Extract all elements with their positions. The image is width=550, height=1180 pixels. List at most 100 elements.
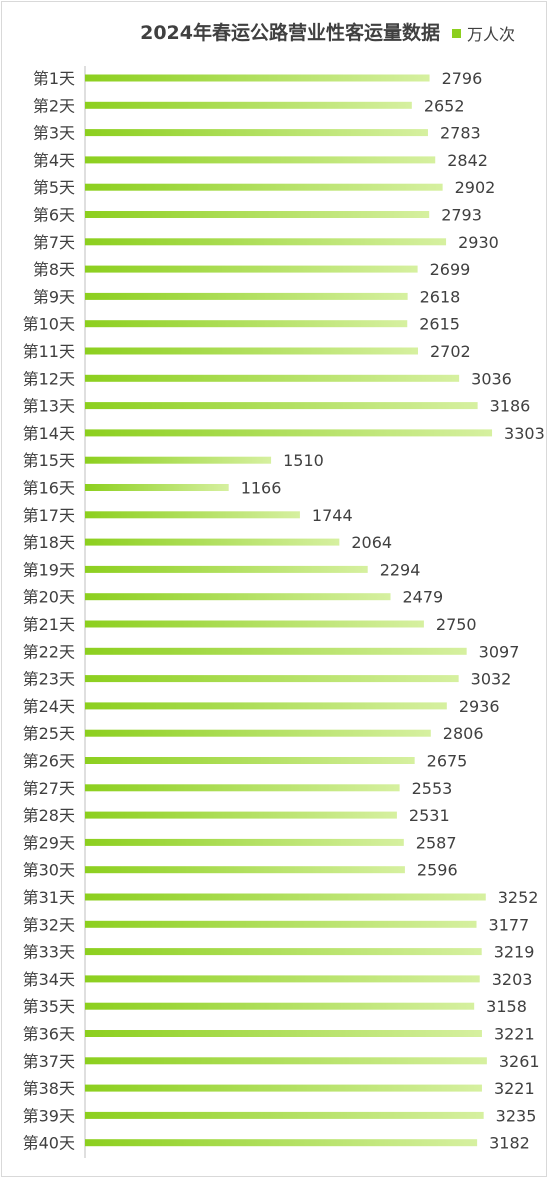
data-label: 3097 (479, 642, 520, 661)
bar (85, 866, 405, 874)
data-label: 2750 (436, 615, 477, 634)
data-label: 3219 (494, 943, 535, 962)
category-label: 第2天 (33, 96, 75, 115)
data-label: 3221 (494, 1025, 535, 1044)
category-label: 第8天 (33, 260, 75, 279)
data-label: 2783 (440, 124, 481, 143)
bar (85, 757, 415, 764)
category-label: 第40天 (23, 1134, 75, 1153)
bar (85, 1111, 484, 1119)
data-label: 2793 (441, 206, 482, 225)
data-label: 2064 (351, 533, 392, 552)
data-label: 2675 (427, 752, 468, 771)
bar (85, 238, 447, 246)
bar (85, 74, 430, 82)
category-label: 第1天 (33, 69, 75, 88)
category-label: 第11天 (23, 342, 75, 361)
category-label: 第19天 (23, 560, 75, 579)
bar (85, 156, 436, 164)
bar (85, 265, 418, 273)
bar (85, 565, 368, 573)
bar (85, 292, 408, 300)
data-label: 3036 (471, 369, 512, 388)
category-label: 第35天 (23, 997, 75, 1016)
data-label: 3252 (498, 888, 539, 907)
data-label: 3158 (486, 997, 527, 1016)
category-label: 第17天 (23, 506, 75, 525)
bar (85, 729, 431, 737)
bar (85, 975, 480, 983)
category-label: 第30天 (23, 861, 75, 880)
category-label: 第38天 (23, 1079, 75, 1098)
data-label: 2596 (417, 861, 458, 880)
category-label: 第28天 (23, 806, 75, 825)
legend: 万人次 (452, 20, 515, 46)
bar (85, 702, 447, 710)
data-label: 2294 (380, 560, 421, 579)
bar (85, 1139, 478, 1147)
data-label: 2615 (419, 315, 460, 334)
data-label: 3182 (489, 1134, 530, 1153)
category-label: 第6天 (33, 206, 75, 225)
data-label: 2842 (447, 151, 488, 170)
bar (85, 101, 412, 109)
category-label: 第29天 (23, 833, 75, 852)
data-label: 2479 (403, 588, 444, 607)
bar (85, 456, 272, 464)
legend-swatch (452, 28, 461, 38)
data-label: 2618 (420, 287, 461, 306)
chart-title: 2024年春运公路营业性客运量数据 (140, 22, 440, 44)
category-label: 第14天 (23, 424, 75, 443)
data-label: 1744 (312, 506, 353, 525)
category-label: 第34天 (23, 970, 75, 989)
bar (85, 893, 486, 901)
data-label: 1510 (283, 451, 324, 470)
data-label: 2806 (443, 724, 484, 743)
bar (85, 374, 460, 382)
category-label: 第13天 (23, 397, 75, 416)
category-label: 第31天 (23, 888, 75, 907)
category-label: 第4天 (33, 151, 75, 170)
category-label: 第12天 (23, 369, 75, 388)
category-label: 第22天 (23, 642, 75, 661)
bar (85, 1002, 475, 1010)
data-label: 2902 (455, 178, 496, 197)
category-label: 第37天 (23, 1052, 75, 1071)
bar (85, 675, 459, 683)
data-label: 3203 (492, 970, 533, 989)
bar (85, 1030, 482, 1037)
bar (85, 1057, 487, 1065)
category-label: 第7天 (33, 233, 75, 252)
category-label: 第5天 (33, 178, 75, 197)
bar (85, 484, 229, 491)
category-label: 第9天 (33, 287, 75, 306)
data-label: 2531 (409, 806, 450, 825)
category-label: 第18天 (23, 533, 75, 552)
bar (85, 920, 477, 928)
data-label: 2702 (430, 342, 471, 361)
data-label: 3235 (496, 1106, 537, 1125)
bar (85, 948, 482, 956)
data-label: 2936 (459, 697, 500, 716)
bar (85, 211, 430, 218)
category-label: 第21天 (23, 615, 75, 634)
category-label: 第27天 (23, 779, 75, 798)
bar (85, 129, 428, 137)
data-label: 3177 (489, 915, 530, 934)
category-label: 第32天 (23, 915, 75, 934)
data-label: 3032 (471, 670, 512, 689)
bar (85, 1084, 482, 1092)
category-label: 第16天 (23, 479, 75, 498)
legend-label: 万人次 (467, 25, 516, 44)
bar (85, 429, 493, 437)
bar (85, 620, 424, 628)
bar (85, 538, 340, 546)
bar (85, 183, 443, 191)
category-label: 第33天 (23, 943, 75, 962)
bar (85, 784, 400, 792)
category-label: 第23天 (23, 670, 75, 689)
bar (85, 838, 404, 846)
bar (85, 347, 418, 355)
